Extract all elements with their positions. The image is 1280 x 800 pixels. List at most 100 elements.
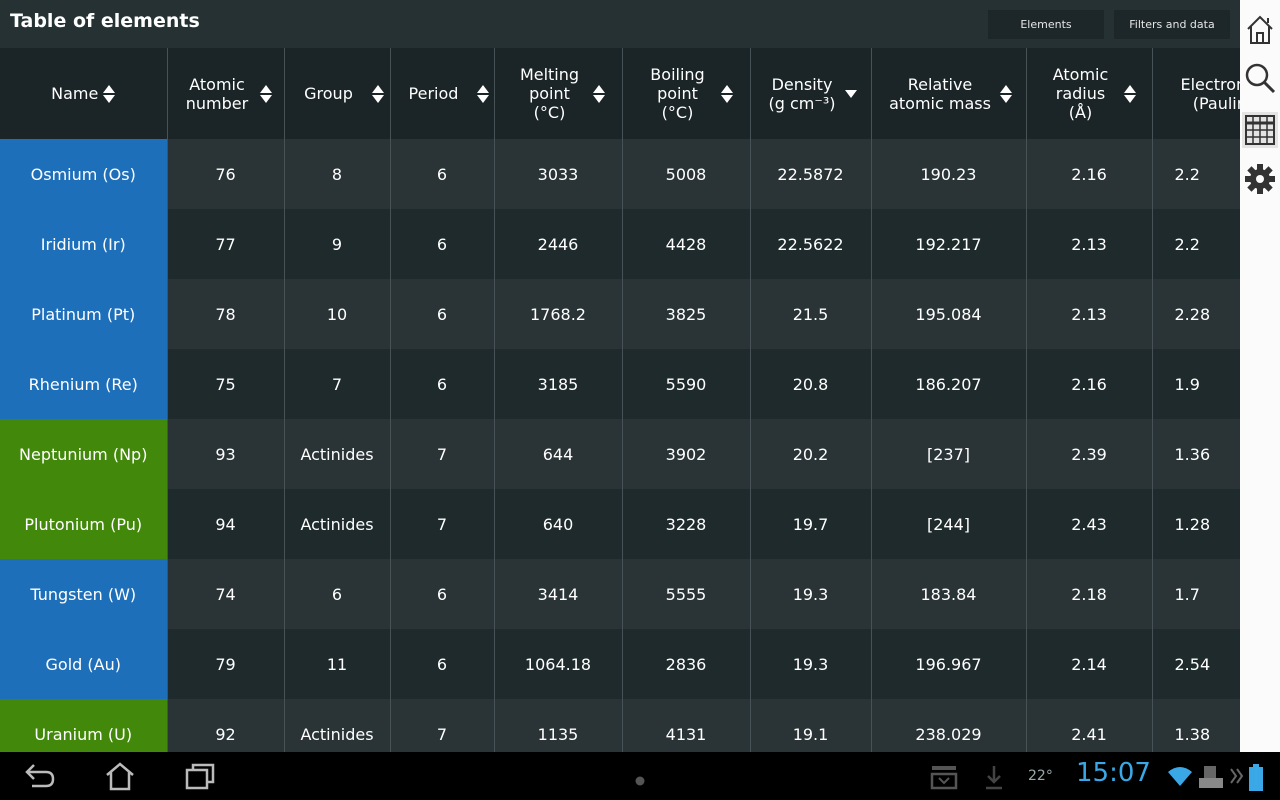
table-cell: 6 xyxy=(390,559,495,629)
element-name-cell[interactable]: Platinum (Pt) xyxy=(0,279,168,349)
element-name-cell[interactable]: Neptunium (Np) xyxy=(0,419,168,489)
home-icon[interactable] xyxy=(1242,12,1278,48)
table-cell: 6 xyxy=(390,629,495,699)
sort-toggle-icon[interactable] xyxy=(371,84,384,103)
element-name-cell[interactable]: Plutonium (Pu) xyxy=(0,489,168,559)
column-header-5[interactable]: Boiling point (°C) xyxy=(622,48,751,139)
sort-desc-icon[interactable] xyxy=(845,89,857,98)
elements-table: Name Atomic number Group Period Melting poin… xyxy=(0,48,1240,752)
table-cell: 196.967 xyxy=(871,629,1027,699)
column-header-label: Electronegativity (Pauling) xyxy=(1180,74,1241,113)
screenshot-notification-icon xyxy=(930,764,958,794)
table-cell: 6 xyxy=(390,349,495,419)
right-sidebar xyxy=(1240,0,1280,752)
table-cell: 183.84 xyxy=(871,559,1027,629)
column-header-9[interactable]: Electronegativity (Pauling) xyxy=(1152,48,1240,139)
table-icon[interactable] xyxy=(1242,112,1278,148)
table-cell: 9 xyxy=(284,209,391,279)
table-cell: 2446 xyxy=(494,209,623,279)
column-header-7[interactable]: Relative atomic mass xyxy=(871,48,1027,139)
table-cell: 21.5 xyxy=(750,279,872,349)
table-cell: 4428 xyxy=(622,209,751,279)
table-cell: 19.1 xyxy=(750,699,872,752)
table-row[interactable]: Iridium (Ir) 77 9 6 2446 4428 22.5622 192.217 2.… xyxy=(0,209,1240,279)
table-row[interactable]: Rhenium (Re) 75 7 6 3185 5590 20.8 186.207 2.16 1… xyxy=(0,349,1240,419)
table-cell: 11 xyxy=(284,629,391,699)
table-cell: 5590 xyxy=(622,349,751,419)
table-row[interactable]: Neptunium (Np) 93 Actinides 7 644 3902 20.2 [23… xyxy=(0,419,1240,489)
element-name-cell[interactable]: Rhenium (Re) xyxy=(0,349,168,419)
sort-toggle-icon[interactable] xyxy=(592,84,605,103)
table-cell: 6 xyxy=(284,559,391,629)
column-header-4[interactable]: Melting point (°C) xyxy=(494,48,623,139)
table-cell: 79 xyxy=(167,629,285,699)
column-header-8[interactable]: Atomic radius (Å) xyxy=(1026,48,1153,139)
clock: 15:07 xyxy=(1076,758,1151,788)
elements-button[interactable]: Elements xyxy=(988,10,1104,39)
recent-apps-icon[interactable] xyxy=(184,761,216,795)
table-cell: 644 xyxy=(494,419,623,489)
table-cell: 19.7 xyxy=(750,489,872,559)
table-row[interactable]: Osmium (Os) 76 8 6 3033 5008 22.5872 190.23 2.16… xyxy=(0,139,1240,209)
sort-toggle-icon[interactable] xyxy=(476,84,489,103)
table-cell: 2.16 xyxy=(1026,349,1153,419)
column-header-0[interactable]: Name xyxy=(0,48,168,139)
sort-toggle-icon[interactable] xyxy=(103,84,116,103)
table-cell: 3228 xyxy=(622,489,751,559)
elements-table-container[interactable]: Name Atomic number Group Period Melting poin… xyxy=(0,48,1240,752)
table-cell: Actinides xyxy=(284,699,391,752)
table-cell: 1.38 xyxy=(1152,699,1240,752)
sort-toggle-icon[interactable] xyxy=(1123,84,1136,103)
home-nav-icon[interactable] xyxy=(104,761,136,795)
top-bar: Table of elements Elements Filters and d… xyxy=(0,0,1240,48)
table-cell: 20.2 xyxy=(750,419,872,489)
download-notification-icon xyxy=(984,764,1004,794)
table-cell: 7 xyxy=(390,419,495,489)
search-icon[interactable] xyxy=(1242,60,1278,96)
table-cell: 2.13 xyxy=(1026,209,1153,279)
battery-icon xyxy=(1248,764,1264,796)
column-header-label: Name xyxy=(51,84,99,103)
sort-toggle-icon[interactable] xyxy=(1000,84,1012,103)
sort-toggle-icon[interactable] xyxy=(720,84,733,103)
table-cell: 94 xyxy=(167,489,285,559)
table-cell: 75 xyxy=(167,349,285,419)
table-cell: 2.18 xyxy=(1026,559,1153,629)
wifi-icon xyxy=(1167,766,1193,792)
column-header-3[interactable]: Period xyxy=(390,48,495,139)
table-cell: 3825 xyxy=(622,279,751,349)
column-header-label: Relative atomic mass xyxy=(889,74,991,113)
back-icon[interactable] xyxy=(24,761,56,795)
table-cell: 640 xyxy=(494,489,623,559)
table-cell: 20.8 xyxy=(750,349,872,419)
filters-and-data-button[interactable]: Filters and data xyxy=(1114,10,1230,39)
table-cell: 3033 xyxy=(494,139,623,209)
table-cell: 2.16 xyxy=(1026,139,1153,209)
element-name-cell[interactable]: Gold (Au) xyxy=(0,629,168,699)
table-body: Osmium (Os) 76 8 6 3033 5008 22.5872 190.23 2.16… xyxy=(0,139,1240,752)
element-name-cell[interactable]: Uranium (U) xyxy=(0,699,168,752)
column-header-6[interactable]: Density (g cm⁻³) xyxy=(750,48,872,139)
table-row[interactable]: Platinum (Pt) 78 10 6 1768.2 3825 21.5 195.084 2… xyxy=(0,279,1240,349)
table-cell: 8 xyxy=(284,139,391,209)
settings-icon[interactable] xyxy=(1242,161,1278,197)
column-header-label: Group xyxy=(304,84,353,103)
table-cell: 3414 xyxy=(494,559,623,629)
table-row[interactable]: Uranium (U) 92 Actinides 7 1135 4131 19.1 238.0… xyxy=(0,699,1240,752)
table-cell: 10 xyxy=(284,279,391,349)
table-cell: 19.3 xyxy=(750,629,872,699)
element-name-cell[interactable]: Osmium (Os) xyxy=(0,139,168,209)
column-header-2[interactable]: Group xyxy=(284,48,391,139)
table-cell: 6 xyxy=(390,279,495,349)
table-cell: 19.3 xyxy=(750,559,872,629)
table-cell: 1064.18 xyxy=(494,629,623,699)
element-name-cell[interactable]: Iridium (Ir) xyxy=(0,209,168,279)
table-row[interactable]: Tungsten (W) 74 6 6 3414 5555 19.3 183.84 2.18 1.… xyxy=(0,559,1240,629)
sort-toggle-icon[interactable] xyxy=(260,84,272,103)
table-row[interactable]: Gold (Au) 79 11 6 1064.18 2836 19.3 196.967 2.14… xyxy=(0,629,1240,699)
element-name-cell[interactable]: Tungsten (W) xyxy=(0,559,168,629)
table-row[interactable]: Plutonium (Pu) 94 Actinides 7 640 3228 19.7 [24… xyxy=(0,489,1240,559)
column-header-1[interactable]: Atomic number xyxy=(167,48,285,139)
table-cell: 2.41 xyxy=(1026,699,1153,752)
table-cell: 3902 xyxy=(622,419,751,489)
